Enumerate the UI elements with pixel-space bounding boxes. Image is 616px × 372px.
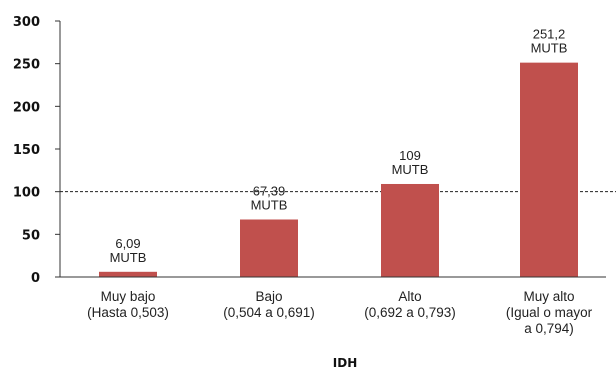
data-label: 67,39: [253, 183, 286, 198]
x-tick-label: Muy alto: [523, 289, 574, 304]
bar: [520, 62, 578, 277]
data-label: MUTB: [251, 197, 288, 212]
x-tick-label: Muy bajo: [101, 289, 156, 304]
y-tick-label: 250: [13, 58, 40, 73]
x-tick-label: (Igual o mayor: [506, 305, 593, 320]
bar: [99, 271, 157, 277]
y-tick-label: 100: [13, 186, 40, 201]
bars-group: [99, 62, 578, 277]
bar: [240, 219, 298, 277]
data-label: 251,2: [533, 27, 566, 42]
x-tick-label: Bajo: [255, 289, 282, 304]
x-tick-label: (Hasta 0,503): [87, 305, 169, 320]
x-tick-label: Alto: [398, 289, 421, 304]
data-label: 109: [399, 148, 421, 163]
x-axis-title: IDH: [333, 356, 357, 370]
x-tick-label: (0,504 a 0,691): [223, 305, 315, 320]
bar: [381, 183, 439, 277]
data-label: 6,09: [115, 236, 140, 251]
y-tick-label: 0: [31, 271, 40, 286]
y-tick-label: 150: [13, 143, 40, 158]
y-tick-label: 200: [13, 100, 40, 115]
data-label: MUTB: [392, 162, 429, 177]
y-axis: 0 50 100 150 200 250 300: [13, 15, 61, 286]
x-axis: Muy bajo(Hasta 0,503) Bajo(0,504 a 0,691)…: [60, 276, 606, 336]
y-tick-label: 50: [22, 228, 40, 243]
x-tick-label: a 0,794): [524, 321, 574, 336]
y-tick-label: 300: [13, 15, 40, 30]
data-label: MUTB: [531, 41, 568, 56]
x-tick-label: (0,692 a 0,793): [364, 305, 456, 320]
data-label: MUTB: [110, 250, 147, 265]
